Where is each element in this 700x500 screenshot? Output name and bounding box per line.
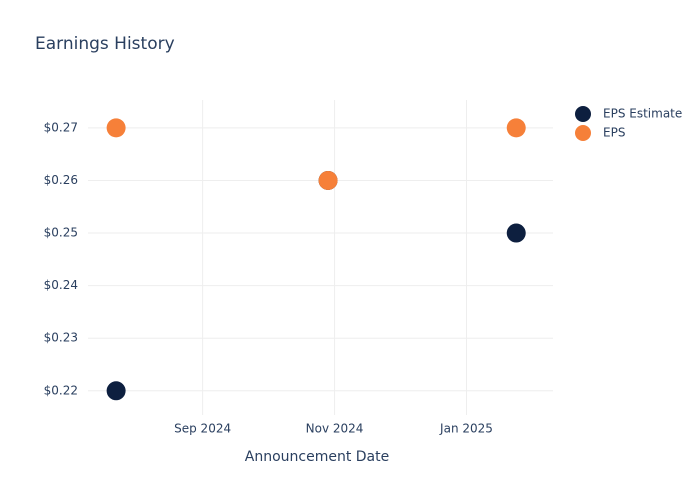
x-tick-label: Sep 2024	[174, 422, 231, 436]
y-tick-label: $0.24	[44, 278, 78, 292]
x-tick-label: Nov 2024	[306, 422, 364, 436]
y-tick-label: $0.22	[44, 383, 78, 397]
y-tick-label: $0.25	[44, 226, 78, 240]
marker	[106, 118, 126, 138]
legend-marker	[575, 106, 591, 122]
marker	[106, 381, 126, 401]
marker	[506, 118, 526, 138]
x-axis-label: Announcement Date	[245, 449, 389, 465]
legend-label: EPS	[603, 126, 625, 140]
legend-marker	[575, 125, 591, 141]
marker	[318, 170, 338, 190]
y-tick-label: $0.27	[44, 120, 78, 134]
x-tick-label: Jan 2025	[439, 422, 493, 436]
marker	[506, 223, 526, 243]
y-tick-label: $0.26	[44, 173, 78, 187]
legend-label: EPS Estimate	[603, 107, 682, 121]
y-tick-label: $0.23	[44, 331, 78, 345]
chart-title: Earnings History	[35, 34, 175, 54]
